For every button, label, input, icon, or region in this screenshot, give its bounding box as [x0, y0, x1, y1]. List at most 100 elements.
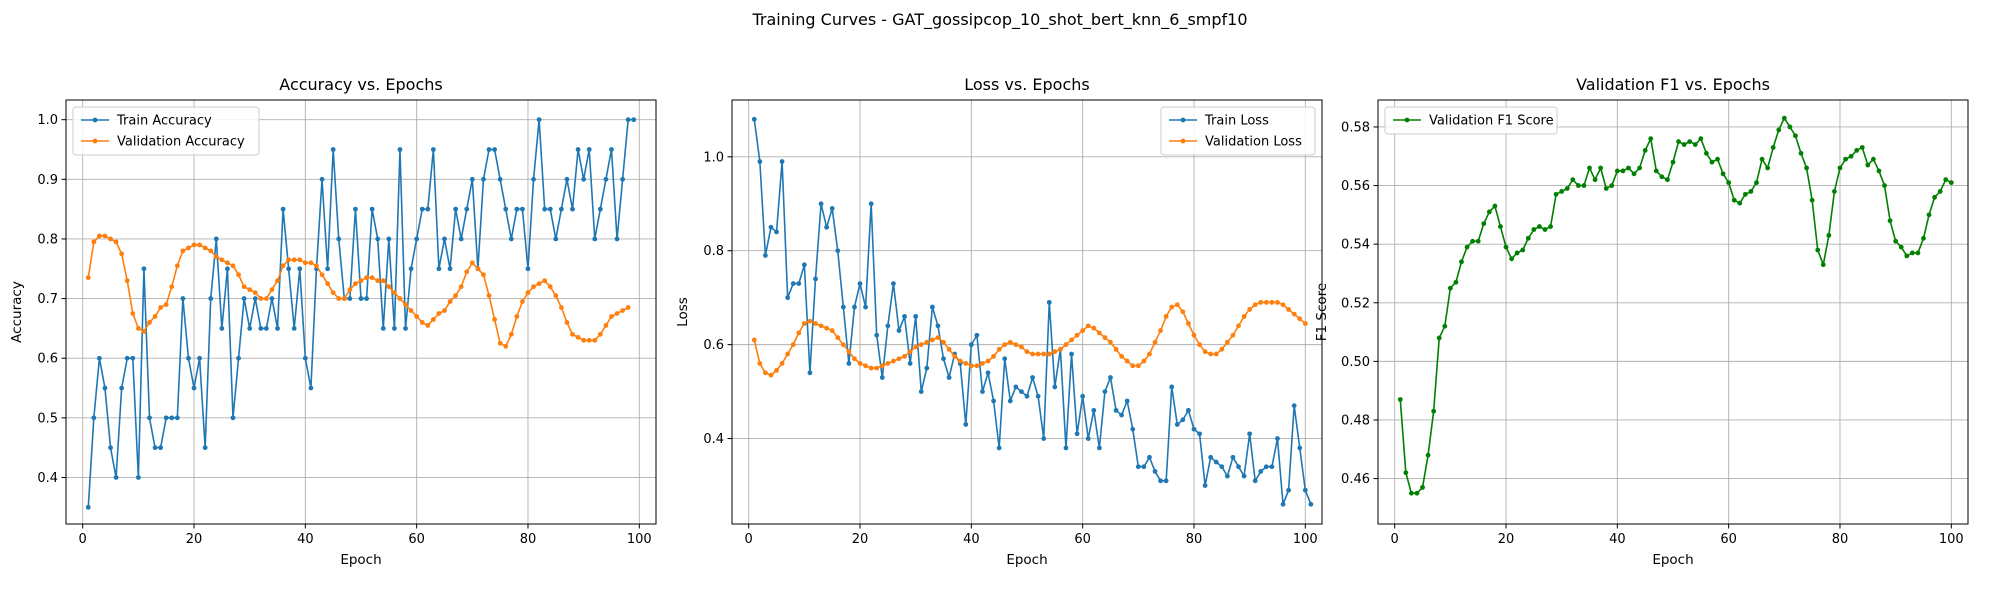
- train-accuracy-point: [447, 266, 453, 272]
- validation-loss-point: [1258, 299, 1264, 305]
- validation-f1-score-point: [1414, 490, 1420, 496]
- train-loss-point: [902, 314, 907, 319]
- validation-accuracy-point: [614, 311, 620, 316]
- validation-loss-point: [1135, 363, 1141, 369]
- validation-accuracy-point: [347, 287, 353, 293]
- validation-loss-point: [907, 349, 913, 355]
- validation-accuracy-point: [497, 340, 503, 346]
- train-accuracy-point: [358, 296, 364, 301]
- train-accuracy-point: [302, 355, 308, 361]
- validation-accuracy-point: [275, 278, 280, 284]
- y-tick-label: 0.48: [1341, 413, 1370, 428]
- validation-f1-score-point: [1420, 484, 1425, 490]
- validation-accuracy-point: [208, 248, 214, 254]
- train-accuracy-point: [497, 176, 503, 182]
- validation-accuracy-point: [358, 278, 364, 284]
- validation-f1-score-point: [1637, 165, 1642, 171]
- validation-loss-point: [980, 361, 985, 366]
- train-loss-point: [1035, 393, 1041, 399]
- validation-f1-score-point: [1620, 168, 1626, 174]
- validation-loss-point: [1252, 302, 1258, 308]
- validation-loss-point: [857, 361, 863, 366]
- validation-loss-point: [1230, 332, 1236, 338]
- train-loss-point: [751, 116, 757, 122]
- validation-loss-point: [1124, 358, 1130, 364]
- train-accuracy-point: [225, 266, 230, 272]
- train-accuracy-point: [252, 296, 258, 301]
- train-loss-point: [1186, 407, 1191, 413]
- validation-loss-point: [840, 342, 846, 348]
- train-loss-point: [1308, 501, 1314, 507]
- train-loss-point: [1230, 454, 1236, 460]
- validation-loss-point: [1013, 342, 1019, 348]
- validation-loss-point: [1241, 314, 1247, 319]
- train-accuracy-point: [219, 326, 225, 331]
- validation-f1-score-point: [1653, 168, 1659, 174]
- plot-title: Loss vs. Epochs: [964, 75, 1089, 94]
- train-accuracy-point: [180, 296, 186, 301]
- train-accuracy-point: [414, 236, 420, 242]
- train-accuracy-point: [547, 206, 553, 212]
- train-loss-point: [1163, 478, 1169, 484]
- validation-f1-score-point: [1542, 227, 1548, 232]
- train-accuracy-point: [191, 385, 197, 391]
- validation-accuracy-point: [85, 275, 91, 281]
- validation-accuracy-point: [380, 278, 386, 284]
- train-accuracy-point: [620, 176, 625, 182]
- train-loss-point: [946, 375, 952, 380]
- validation-loss-point: [1291, 311, 1297, 317]
- validation-loss-point: [1147, 351, 1152, 357]
- train-accuracy-point: [186, 355, 191, 361]
- validation-loss-point: [957, 358, 963, 364]
- train-accuracy-point: [586, 147, 592, 152]
- validation-loss-point: [1174, 302, 1180, 308]
- validation-accuracy-point: [469, 260, 475, 266]
- y-tick-label: 0.56: [1341, 179, 1370, 194]
- validation-accuracy-point: [286, 257, 292, 263]
- train-loss-point: [1158, 478, 1163, 484]
- validation-f1-score-point: [1520, 247, 1526, 253]
- validation-loss-point: [1041, 351, 1047, 357]
- validation-f1-score-point: [1943, 177, 1949, 183]
- train-loss-point: [1024, 393, 1030, 399]
- train-accuracy-point: [508, 236, 514, 242]
- validation-f1-score-point: [1882, 183, 1887, 188]
- y-tick-label: 0.46: [1341, 472, 1370, 487]
- train-accuracy-point: [403, 326, 408, 331]
- train-loss-point: [796, 281, 802, 286]
- validation-f1-score-point: [1603, 186, 1609, 191]
- train-loss-point: [1119, 412, 1125, 418]
- validation-loss-point: [996, 346, 1002, 352]
- validation-loss-point: [885, 361, 891, 366]
- train-accuracy-point: [336, 236, 342, 242]
- validation-loss-point: [1058, 346, 1063, 352]
- validation-f1-score-point: [1498, 224, 1503, 229]
- plot-frame: [731, 99, 1323, 525]
- validation-accuracy-point: [386, 284, 392, 290]
- validation-f1-score-line: [1399, 117, 1952, 495]
- train-accuracy-point: [347, 296, 353, 301]
- validation-loss-point: [774, 368, 779, 373]
- train-loss-point: [1113, 407, 1119, 413]
- train-accuracy-point: [286, 266, 292, 272]
- validation-accuracy-point: [135, 326, 141, 331]
- validation-loss-point: [868, 365, 874, 371]
- validation-accuracy-point: [130, 311, 136, 316]
- validation-f1-score-point: [1670, 159, 1676, 165]
- validation-f1-score-point: [1486, 209, 1492, 215]
- validation-accuracy-point: [163, 302, 169, 307]
- validation-accuracy-point: [503, 343, 509, 349]
- validation-f1-score-point: [1731, 197, 1737, 203]
- x-tick-label: 60: [1074, 532, 1091, 547]
- validation-loss-point: [785, 351, 791, 357]
- train-loss-point: [1197, 431, 1202, 437]
- validation-loss-point: [763, 370, 768, 376]
- train-accuracy-point: [536, 117, 542, 123]
- validation-loss-point: [1141, 358, 1147, 364]
- validation-loss-point: [751, 337, 757, 343]
- train-loss-point: [824, 224, 830, 230]
- validation-accuracy-point: [508, 331, 514, 337]
- validation-loss-point: [879, 363, 885, 369]
- train-loss-point: [1302, 487, 1308, 493]
- validation-loss-point: [863, 363, 868, 369]
